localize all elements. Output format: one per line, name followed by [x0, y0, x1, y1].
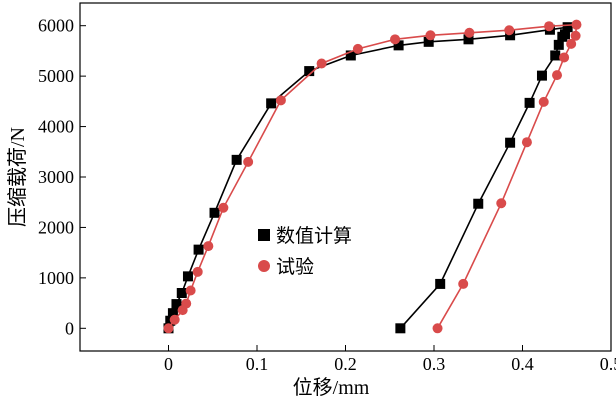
legend-marker-test [258, 260, 270, 272]
data-point-circle [544, 21, 555, 32]
axis-ticks: 0 0.1 0.2 0.3 0.4 0.5 0 1000 2000 3000 4000 5000 600… [38, 16, 616, 374]
data-series [163, 19, 582, 334]
data-point-square [167, 308, 178, 319]
data-point-square [182, 271, 193, 282]
data-point-square [524, 97, 535, 108]
x-tick-label: 0.4 [511, 354, 534, 374]
data-point-circle [203, 241, 214, 252]
data-point-circle [275, 95, 286, 106]
y-tick-label: 1000 [38, 268, 74, 288]
y-tick-label: 6000 [38, 16, 74, 36]
data-point-square [536, 70, 547, 81]
data-point-circle [425, 30, 436, 41]
x-tick-label: 0.2 [334, 354, 357, 374]
data-point-circle [352, 43, 363, 54]
y-tick-label: 2000 [38, 217, 74, 237]
data-point-square [423, 36, 434, 47]
x-tick-label: 0.1 [246, 354, 269, 374]
data-point-square [266, 98, 277, 109]
legend-label-test: 试验 [276, 256, 314, 278]
data-point-square [562, 22, 573, 33]
x-tick-label: 0 [164, 354, 173, 374]
plot-frame [79, 2, 612, 352]
data-point-circle [570, 30, 581, 41]
data-point-square [553, 39, 564, 50]
x-axis-title: 位移/mm [293, 376, 370, 399]
data-point-square [550, 50, 561, 61]
data-point-circle [218, 202, 229, 213]
data-point-square [209, 207, 220, 218]
data-point-square [393, 40, 404, 51]
legend-marker-simulation [258, 229, 270, 241]
series-line [167, 26, 569, 329]
data-point-circle [390, 34, 401, 45]
legend: 数值计算 试验 [258, 225, 352, 278]
data-point-square [176, 288, 187, 298]
data-point-square [395, 323, 406, 334]
y-tick-label: 0 [65, 318, 74, 338]
data-point-circle [566, 38, 577, 49]
series-simulation [163, 22, 573, 334]
data-point-circle [552, 70, 563, 81]
data-point-circle [243, 156, 254, 167]
data-point-circle [192, 266, 203, 277]
x-tick-label: 0.3 [423, 354, 446, 374]
data-point-circle [538, 96, 549, 107]
data-point-circle [496, 198, 507, 209]
data-point-square [345, 50, 356, 61]
data-point-circle [432, 323, 443, 334]
y-tick-label: 5000 [38, 66, 74, 86]
data-point-circle [559, 52, 570, 63]
data-point-circle [169, 314, 180, 325]
data-point-square [505, 30, 516, 41]
y-tick-label: 3000 [38, 167, 74, 187]
y-axis-title: 压缩载荷/N [6, 127, 29, 227]
data-point-square [463, 34, 474, 45]
data-point-circle [521, 137, 532, 148]
data-point-square [435, 278, 446, 289]
data-point-square [473, 198, 484, 209]
data-point-circle [316, 58, 327, 69]
data-point-circle [185, 285, 196, 296]
data-point-circle [458, 278, 469, 289]
data-point-square [304, 66, 315, 77]
legend-label-simulation: 数值计算 [276, 225, 352, 247]
data-point-circle [464, 27, 475, 38]
data-point-circle [163, 323, 174, 334]
data-point-circle [181, 298, 192, 309]
series-test [163, 19, 582, 334]
x-tick-label: 0.5 [600, 354, 616, 374]
data-point-square [231, 154, 242, 165]
data-point-circle [504, 25, 515, 36]
y-tick-label: 4000 [38, 117, 74, 137]
data-point-square [193, 244, 204, 255]
data-point-square [557, 31, 568, 42]
data-point-square [171, 299, 182, 310]
data-point-square [505, 137, 516, 148]
data-point-circle [571, 19, 582, 30]
